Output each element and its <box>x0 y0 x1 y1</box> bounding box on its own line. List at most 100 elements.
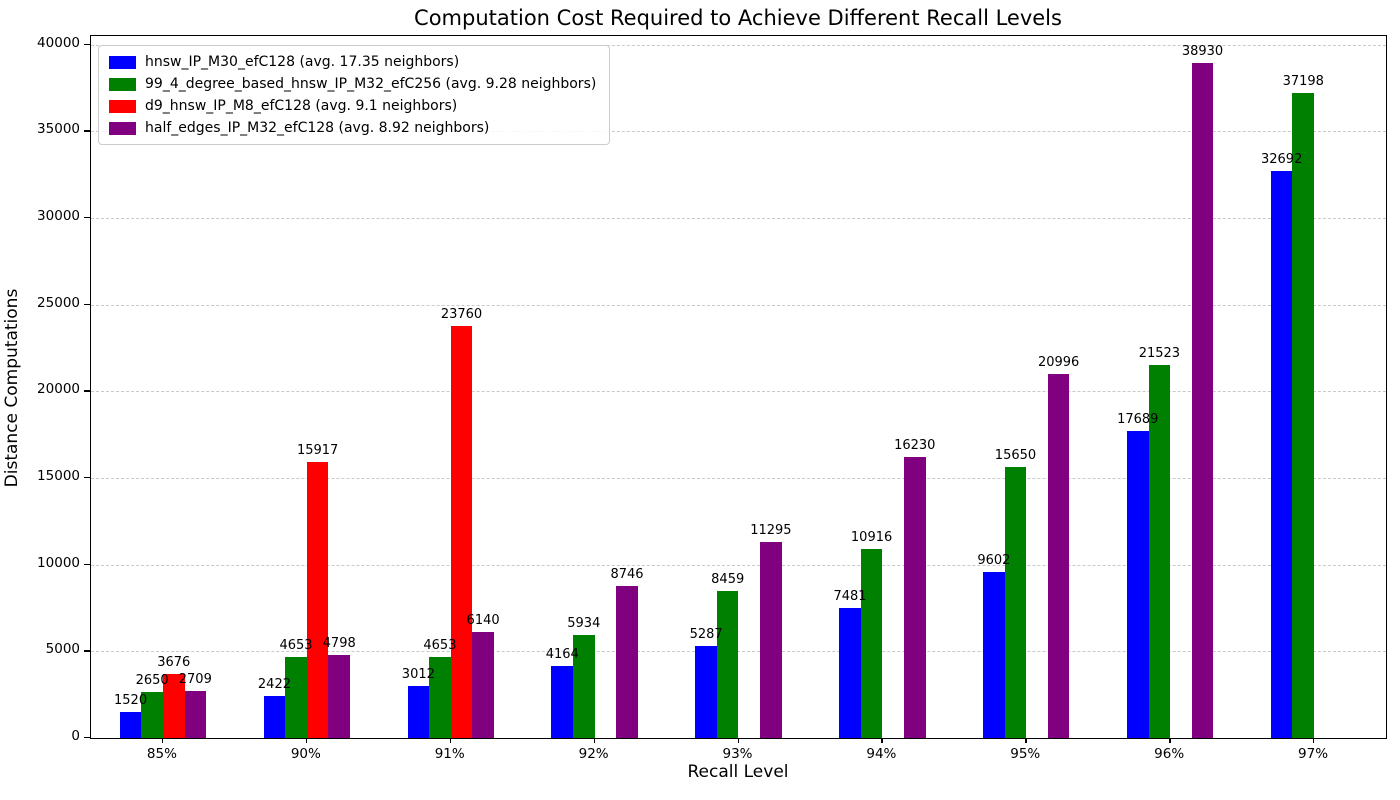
bar-value-label: 6140 <box>466 612 500 628</box>
bar-value-label: 2709 <box>178 672 212 688</box>
x-axis-label: Recall Level <box>687 762 789 782</box>
x-tick-mark <box>449 738 452 743</box>
x-tick-label: 96% <box>1154 746 1185 762</box>
bar-85%-series-0 <box>119 711 142 738</box>
gridline <box>91 564 1386 566</box>
bar-95%-series-3 <box>1047 374 1070 738</box>
bar-value-label: 2650 <box>135 673 169 689</box>
bar-93%-series-3 <box>760 542 782 738</box>
gridline <box>91 478 1386 479</box>
bar-85%-series-2 <box>162 674 185 738</box>
legend-swatch <box>109 55 136 69</box>
y-tick-label: 40000 <box>37 34 80 51</box>
bar-value-label: 7481 <box>833 589 867 605</box>
x-tick-label: 97% <box>1298 746 1329 762</box>
bar-value-label: 3012 <box>401 666 435 682</box>
legend-item-label: hnsw_IP_M30_efC128 (avg. 17.35 neighbors… <box>145 54 460 70</box>
bar-91%-series-2 <box>450 326 473 738</box>
bar-90%-series-1 <box>285 657 307 738</box>
bar-value-label: 4164 <box>545 646 579 662</box>
legend-item: half_edges_IP_M32_efC128 (avg. 8.92 neig… <box>109 120 596 136</box>
chart-title: Computation Cost Required to Achieve Dif… <box>414 6 1062 30</box>
bar-value-label: 1520 <box>114 692 148 708</box>
legend-item: d9_hnsw_IP_M8_efC128 (avg. 9.1 neighbors… <box>109 98 596 114</box>
gridline <box>91 131 1386 133</box>
gridline <box>91 391 1386 393</box>
y-tick-label: 0 <box>71 728 80 744</box>
bar-93%-series-1 <box>716 591 739 738</box>
x-tick-mark <box>881 738 883 743</box>
bar-95%-series-0 <box>983 571 1005 738</box>
x-tick-label: 95% <box>1010 746 1041 762</box>
bar-85%-series-1 <box>141 692 163 738</box>
bar-value-label: 8459 <box>711 572 745 588</box>
bar-94%-series-1 <box>860 548 883 738</box>
legend-swatch <box>109 99 136 113</box>
bar-value-label: 3676 <box>157 655 191 671</box>
legend-item-label: 99_4_degree_based_hnsw_IP_M32_efC256 (av… <box>145 76 597 92</box>
x-tick-label: 85% <box>146 746 177 762</box>
gridline <box>91 44 1386 46</box>
bar-85%-series-3 <box>184 691 207 738</box>
legend-item-label: half_edges_IP_M32_efC128 (avg. 8.92 neig… <box>145 120 490 136</box>
x-tick-mark <box>305 738 308 743</box>
bar-value-label: 2422 <box>257 677 291 693</box>
y-tick-label: 35000 <box>37 121 80 138</box>
bar-90%-series-2 <box>306 462 329 738</box>
bar-96%-series-1 <box>1148 364 1171 738</box>
bar-value-label: 15917 <box>296 443 339 459</box>
x-tick-mark <box>737 738 739 743</box>
bar-value-label: 4653 <box>279 638 313 654</box>
legend-item: hnsw_IP_M30_efC128 (avg. 17.35 neighbors… <box>109 54 596 70</box>
y-tick-mark <box>84 737 90 739</box>
x-tick-label: 93% <box>722 746 753 762</box>
legend-swatch <box>109 121 136 135</box>
bar-value-label: 11295 <box>750 523 792 539</box>
y-tick-mark <box>84 650 90 652</box>
bar-90%-series-3 <box>328 654 350 738</box>
bar-value-label: 10916 <box>850 529 893 545</box>
bar-91%-series-0 <box>407 685 430 738</box>
bar-92%-series-0 <box>551 665 574 738</box>
legend: hnsw_IP_M30_efC128 (avg. 17.35 neighbors… <box>98 45 611 145</box>
bar-value-label: 32692 <box>1260 152 1303 168</box>
bar-value-label: 38930 <box>1181 44 1224 60</box>
bar-95%-series-1 <box>1004 466 1027 738</box>
bar-96%-series-3 <box>1191 63 1214 738</box>
y-tick-label: 5000 <box>45 641 80 658</box>
x-tick-mark <box>1313 738 1315 743</box>
bar-value-label: 4798 <box>322 635 356 651</box>
bar-91%-series-1 <box>429 657 451 738</box>
y-tick-label: 25000 <box>37 294 80 311</box>
bar-94%-series-0 <box>839 608 861 738</box>
bar-value-label: 16230 <box>894 437 936 453</box>
x-tick-label: 92% <box>578 746 609 762</box>
bar-value-label: 4653 <box>423 638 457 654</box>
y-tick-mark <box>84 217 90 219</box>
x-tick-mark <box>161 738 164 743</box>
y-tick-mark <box>84 477 90 479</box>
bar-90%-series-0 <box>263 696 286 738</box>
x-tick-label: 94% <box>866 746 897 762</box>
x-tick-label: 91% <box>434 746 465 762</box>
gridline <box>91 218 1386 219</box>
bar-92%-series-1 <box>573 635 595 738</box>
bar-value-label: 20996 <box>1037 355 1080 371</box>
y-tick-mark <box>84 390 90 392</box>
gridline <box>91 304 1386 306</box>
y-tick-label: 15000 <box>37 468 80 484</box>
legend-swatch <box>109 77 136 91</box>
legend-item-label: d9_hnsw_IP_M8_efC128 (avg. 9.1 neighbors… <box>145 98 458 114</box>
bar-96%-series-0 <box>1127 431 1149 738</box>
bar-92%-series-3 <box>616 586 638 738</box>
y-tick-mark <box>84 43 90 46</box>
bar-97%-series-0 <box>1270 171 1293 738</box>
bar-value-label: 37198 <box>1282 74 1324 90</box>
x-tick-label: 90% <box>290 746 321 762</box>
bar-value-label: 17689 <box>1117 412 1159 428</box>
y-tick-mark <box>84 130 90 132</box>
y-tick-mark <box>84 303 90 306</box>
plot-area: 1520 2422 3012 4164 5287 7481 9602 17689 32692 26… <box>90 35 1387 739</box>
y-tick-label: 30000 <box>37 208 80 224</box>
legend-item: 99_4_degree_based_hnsw_IP_M32_efC256 (av… <box>109 76 596 92</box>
